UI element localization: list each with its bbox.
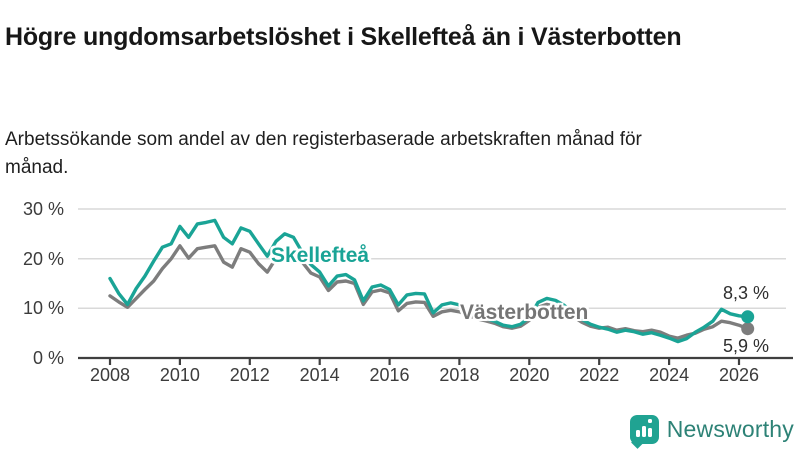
series-label-skelleftea: Skellefteå — [271, 244, 370, 267]
x-axis-tick-label: 2020 — [509, 365, 550, 385]
x-axis-tick-label: 2010 — [159, 365, 200, 385]
bar-chart-speech-bubble-icon — [629, 415, 659, 449]
x-axis-tick-label: 2022 — [579, 365, 620, 385]
series-end-dot-skelleftea — [741, 310, 755, 324]
end-value-label-vasterbotten: 5,9 % — [722, 336, 769, 356]
y-axis-tick-label: 10 % — [22, 298, 64, 319]
series-line-skelleftea — [108, 218, 750, 344]
series-end-dot-vasterbotten — [741, 322, 755, 336]
x-axis-tick-label: 2026 — [718, 365, 760, 385]
x-axis-tick-label: 2012 — [229, 365, 270, 385]
x-axis-tick-label: 2008 — [89, 365, 131, 385]
x-axis-tick-label: 2018 — [439, 365, 480, 385]
series-label-vasterbotten: Västerbotten — [460, 301, 589, 324]
y-axis-tick-label: 30 % — [22, 199, 64, 219]
end-value-label-skelleftea: 8,3 % — [722, 283, 769, 303]
series-line-vasterbotten — [108, 244, 750, 340]
newsworthy-logo[interactable]: Newsworthy — [629, 415, 794, 449]
x-axis-tick-label: 2024 — [649, 365, 690, 385]
x-axis-tick-label: 2014 — [299, 365, 340, 385]
brand-name: Newsworthy — [666, 416, 794, 442]
y-axis-tick-label: 0 % — [32, 348, 64, 368]
chart-subtitle: Arbetssökande som andel av den registerb… — [5, 129, 642, 178]
y-axis-tick-label: 20 % — [22, 248, 64, 269]
x-axis-tick-label: 2016 — [369, 365, 410, 385]
chart-title: Högre ungdomsarbetslöshet i Skellefteå ä… — [5, 22, 682, 51]
